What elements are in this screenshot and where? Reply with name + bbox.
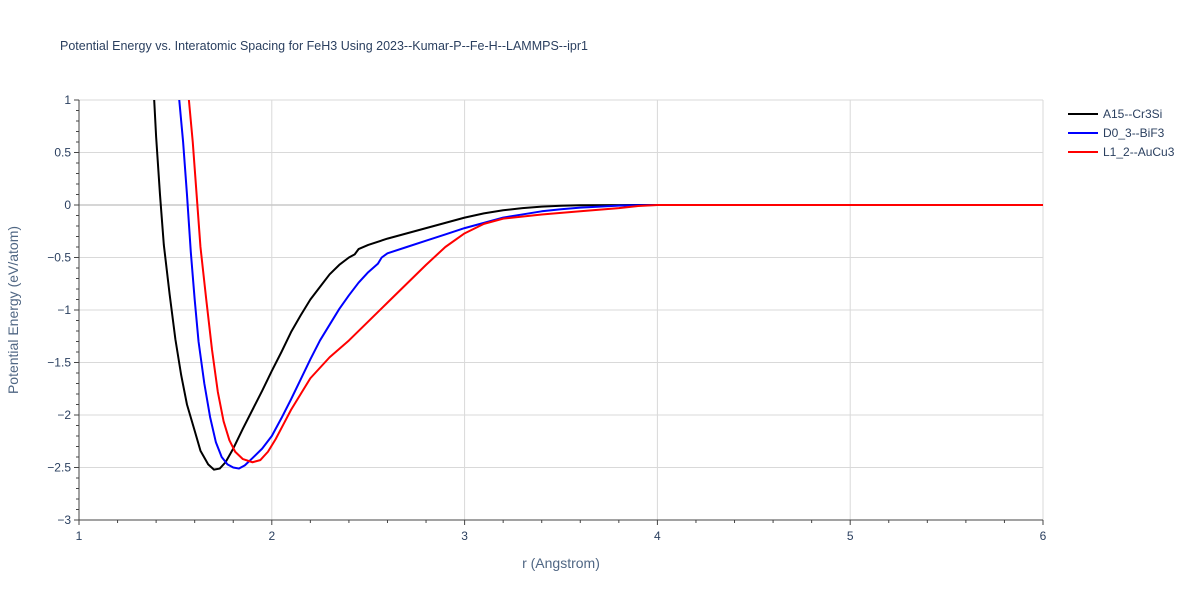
legend-label: L1_2--AuCu3 <box>1103 145 1175 159</box>
legend: A15--Cr3Si D0_3--BiF3 L1_2--AuCu3 <box>1068 107 1175 159</box>
axes: 1 2 3 4 5 6 1 0.5 0 −0.5 −1 −1.5 −2 −2.5 −3 <box>47 93 1046 543</box>
y-axis-title: Potential Energy (eV/atom) <box>5 226 21 394</box>
y-tick-label: −1 <box>57 303 71 317</box>
x-tick-label: 4 <box>654 529 661 543</box>
y-tick-label: 0.5 <box>54 146 71 160</box>
plot-area <box>153 100 1043 471</box>
legend-item[interactable]: A15--Cr3Si <box>1068 107 1162 121</box>
legend-label: D0_3--BiF3 <box>1103 126 1165 140</box>
series-line-1 <box>153 100 1043 471</box>
grid-lines <box>79 99 1044 520</box>
series-line-3 <box>187 100 1043 464</box>
legend-item[interactable]: D0_3--BiF3 <box>1068 126 1165 140</box>
series-line-2 <box>178 100 1043 470</box>
chart-title: Potential Energy vs. Interatomic Spacing… <box>60 39 588 53</box>
y-tick-label: −3 <box>57 513 71 527</box>
legend-item[interactable]: L1_2--AuCu3 <box>1068 145 1175 159</box>
x-axis-title: r (Angstrom) <box>522 555 600 571</box>
y-tick-label: 0 <box>64 198 71 212</box>
x-tick-label: 2 <box>268 529 275 543</box>
y-tick-label: 1 <box>64 93 71 107</box>
x-tick-label: 1 <box>76 529 83 543</box>
y-tick-label: −1.5 <box>47 356 71 370</box>
y-tick-label: −0.5 <box>47 251 71 265</box>
y-tick-label: −2.5 <box>47 461 71 475</box>
legend-label: A15--Cr3Si <box>1103 107 1162 121</box>
y-tick-label: −2 <box>57 408 71 422</box>
x-tick-label: 6 <box>1040 529 1047 543</box>
x-tick-label: 3 <box>461 529 468 543</box>
x-tick-label: 5 <box>847 529 854 543</box>
